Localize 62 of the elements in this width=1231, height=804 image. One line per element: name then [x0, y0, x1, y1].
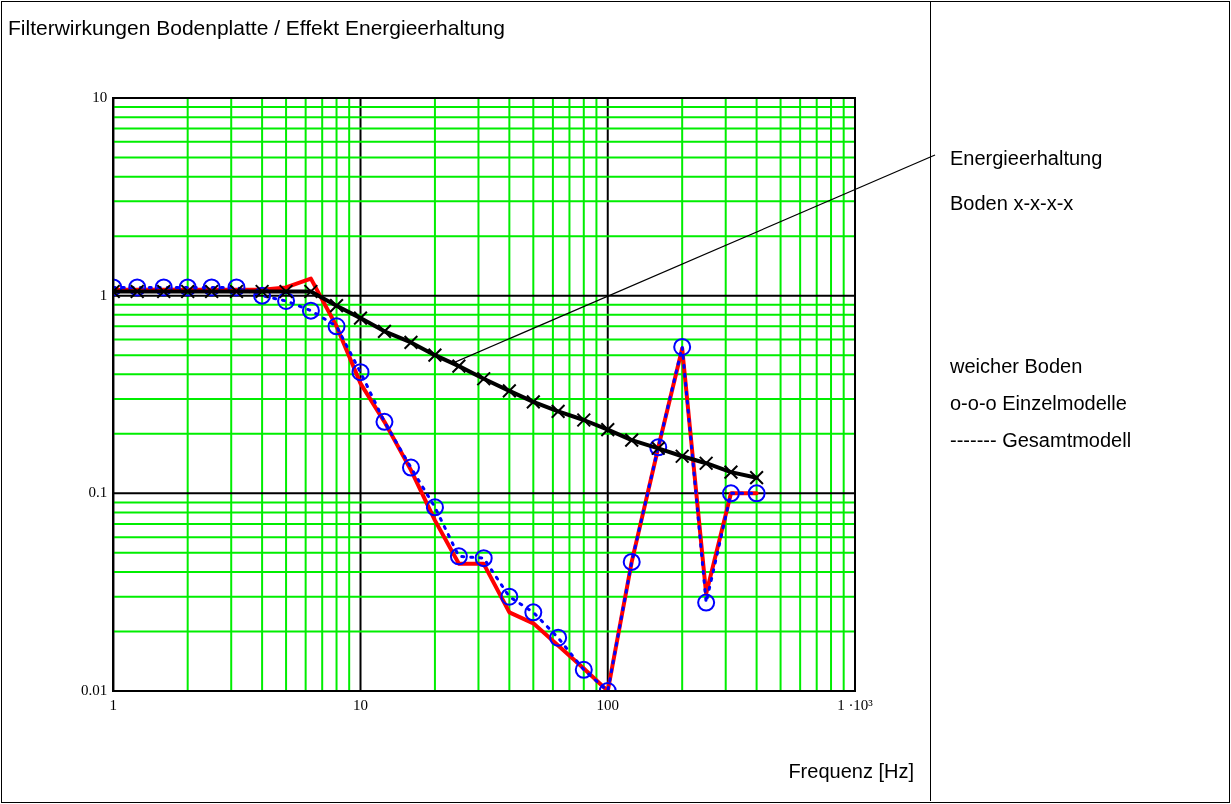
point — [474, 549, 493, 568]
point — [576, 412, 592, 428]
point — [622, 552, 641, 571]
x-axis-title: Frequenz [Hz] — [788, 760, 914, 783]
point — [377, 323, 392, 339]
point — [427, 347, 443, 363]
x-tick-label: 100 — [596, 696, 619, 713]
point — [697, 593, 716, 612]
point — [229, 284, 244, 299]
point — [476, 371, 492, 387]
x-tick-label: 10 — [353, 696, 368, 713]
x-tick-label: 1 ·10³ — [837, 696, 874, 713]
y-tick-label: 0.1 — [88, 484, 108, 501]
chart-title: Filterwirkungen Bodenplatte / Effekt Energieerhaltung — [8, 16, 505, 40]
point — [180, 284, 196, 299]
point — [204, 284, 220, 299]
text: ------- Gesamtmodell — [950, 429, 1132, 452]
point — [178, 278, 197, 297]
point — [723, 464, 739, 480]
point — [502, 383, 517, 399]
point — [277, 291, 296, 310]
point — [721, 484, 740, 503]
point — [128, 278, 147, 297]
point — [425, 498, 444, 517]
point — [156, 284, 172, 299]
text: o-o-o Einzelmodelle — [950, 392, 1127, 415]
point — [574, 660, 593, 679]
point — [329, 298, 344, 314]
point — [550, 403, 566, 419]
point — [524, 603, 543, 622]
point — [674, 448, 690, 464]
point — [375, 412, 394, 431]
point — [401, 458, 420, 477]
point — [254, 284, 270, 299]
point — [449, 547, 468, 566]
point — [129, 284, 145, 299]
point — [301, 301, 320, 320]
point — [673, 337, 692, 356]
point — [525, 394, 541, 410]
point — [154, 278, 173, 297]
y-tick-label: 1 — [99, 286, 108, 303]
point — [500, 587, 519, 606]
point — [698, 455, 714, 471]
point — [403, 335, 419, 350]
point — [278, 284, 294, 299]
point — [600, 422, 616, 438]
text: Boden x-x-x-x — [950, 192, 1074, 215]
point — [749, 470, 764, 486]
point — [303, 284, 319, 299]
point — [253, 286, 272, 305]
point — [327, 317, 346, 336]
y-tick-label: 0.01 — [81, 681, 108, 698]
text: weicher Boden — [950, 355, 1083, 378]
point — [624, 432, 640, 448]
annotation: Energieerhaltung — [950, 147, 1103, 170]
point — [227, 278, 246, 297]
point — [351, 363, 370, 382]
point — [353, 310, 368, 326]
point — [202, 278, 221, 297]
point — [549, 628, 568, 647]
point — [747, 484, 766, 503]
y-tick-label: 10 — [92, 88, 108, 105]
